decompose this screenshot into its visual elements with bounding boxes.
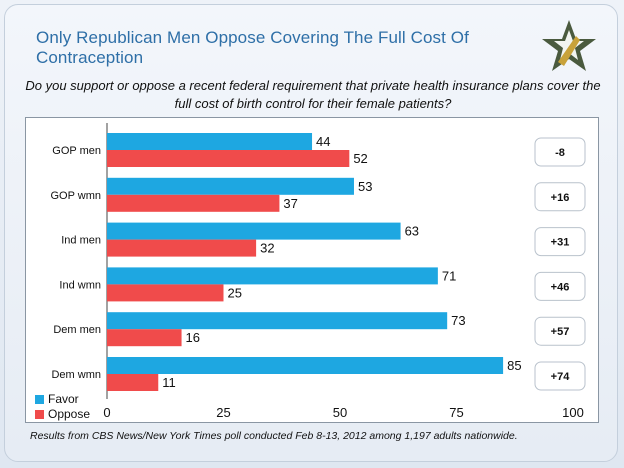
x-tick-label: 75 [449, 405, 463, 420]
x-tick-label: 50 [333, 405, 347, 420]
bar-oppose [107, 284, 224, 302]
data-label: 37 [283, 196, 297, 211]
category-label: GOP men [52, 145, 101, 157]
bar-oppose [107, 194, 280, 212]
bar-favor [107, 312, 448, 330]
bar-favor [107, 222, 401, 240]
bar-chart: GOP men 44 52 -8 GOP wmn 53 37 +16 Ind men 63 32 +3… [50, 123, 586, 420]
data-label: 63 [405, 224, 419, 239]
data-label: 52 [353, 151, 367, 166]
data-label: 73 [451, 313, 465, 328]
data-label: 85 [507, 358, 521, 373]
legend-item-favor: Favor [35, 392, 90, 407]
x-tick-label: 100 [562, 405, 584, 420]
legend-swatch-oppose [35, 410, 44, 419]
net-difference-label: +74 [551, 371, 571, 383]
survey-question: Do you support or oppose a recent federa… [25, 78, 601, 111]
bar-oppose [107, 150, 350, 167]
net-difference-box [534, 271, 586, 301]
net-difference-label: +46 [551, 281, 570, 293]
data-label: 71 [442, 268, 456, 283]
legend-label-favor: Favor [48, 392, 79, 406]
legend-item-oppose: Oppose [35, 407, 90, 422]
legend-swatch-favor [35, 395, 44, 404]
bar-oppose [107, 374, 159, 391]
bar-oppose [107, 239, 257, 257]
bar-favor [107, 357, 504, 374]
bar-oppose [107, 329, 182, 347]
bar-favor [107, 133, 313, 150]
net-difference-box [534, 361, 586, 391]
net-difference-label: +57 [551, 326, 570, 338]
bar-favor [107, 177, 354, 195]
data-label: 11 [162, 375, 176, 390]
data-label: 53 [358, 179, 372, 194]
category-label: Ind wmn [59, 279, 101, 291]
x-tick-label: 0 [103, 405, 110, 420]
legend-label-oppose: Oppose [48, 407, 91, 421]
net-difference-label: -8 [555, 147, 565, 159]
source-footnote: Results from CBS News/New York Times pol… [30, 430, 518, 442]
data-label: 16 [186, 330, 200, 345]
star-logo-icon [542, 20, 596, 71]
slide-title: Only Republican Men Oppose Covering The … [36, 28, 469, 67]
x-tick-label: 25 [216, 405, 230, 420]
net-difference-label: +31 [551, 237, 570, 249]
net-difference-box [534, 137, 586, 167]
net-difference-box [534, 182, 586, 212]
category-label: Dem men [53, 324, 101, 336]
net-difference-box [534, 227, 586, 257]
category-label: Ind men [61, 235, 101, 247]
data-label: 44 [316, 134, 330, 149]
category-label: GOP wmn [50, 190, 101, 202]
data-label: 25 [228, 285, 242, 300]
chart-legend: Favor Oppose [35, 392, 90, 422]
category-label: Dem wmn [51, 369, 101, 381]
net-difference-label: +16 [551, 192, 570, 204]
bar-favor [107, 267, 438, 285]
data-label: 32 [260, 241, 274, 256]
net-difference-box [534, 316, 586, 346]
